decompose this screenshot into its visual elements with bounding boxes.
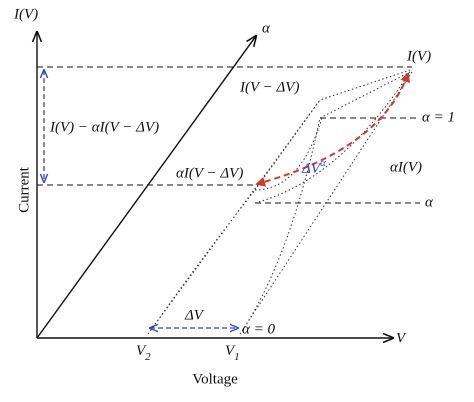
dotted-lines (147, 69, 413, 335)
diagonal (36, 36, 256, 339)
label: αI(V − ΔV) (176, 165, 243, 181)
y-label: I(V) (13, 6, 38, 22)
label: I(V − ΔV) (239, 79, 299, 95)
x-title: Voltage (192, 371, 238, 387)
label-sup: α (320, 157, 326, 169)
label: V1 (225, 343, 240, 362)
label-base: V (136, 343, 147, 359)
y-title: Current (16, 166, 32, 213)
label: α = 0 (242, 321, 275, 337)
label-base: V (225, 343, 236, 359)
label: αI(V) (390, 159, 422, 175)
label: ΔVα (301, 157, 326, 178)
label: ΔV (184, 307, 205, 323)
x-label: V (396, 330, 407, 346)
label: I(V) (406, 48, 431, 64)
label: α = 1 (422, 109, 455, 125)
label-sub: 2 (145, 351, 151, 363)
label: α (425, 194, 434, 210)
shapes (37, 32, 420, 338)
red-arrow (255, 72, 410, 187)
label: I(V) − αI(V − ΔV) (49, 119, 159, 135)
label-sub: 1 (234, 351, 240, 363)
diagonal-label: α (262, 20, 271, 36)
label-base: ΔV (301, 161, 322, 177)
label: V2 (136, 343, 151, 362)
